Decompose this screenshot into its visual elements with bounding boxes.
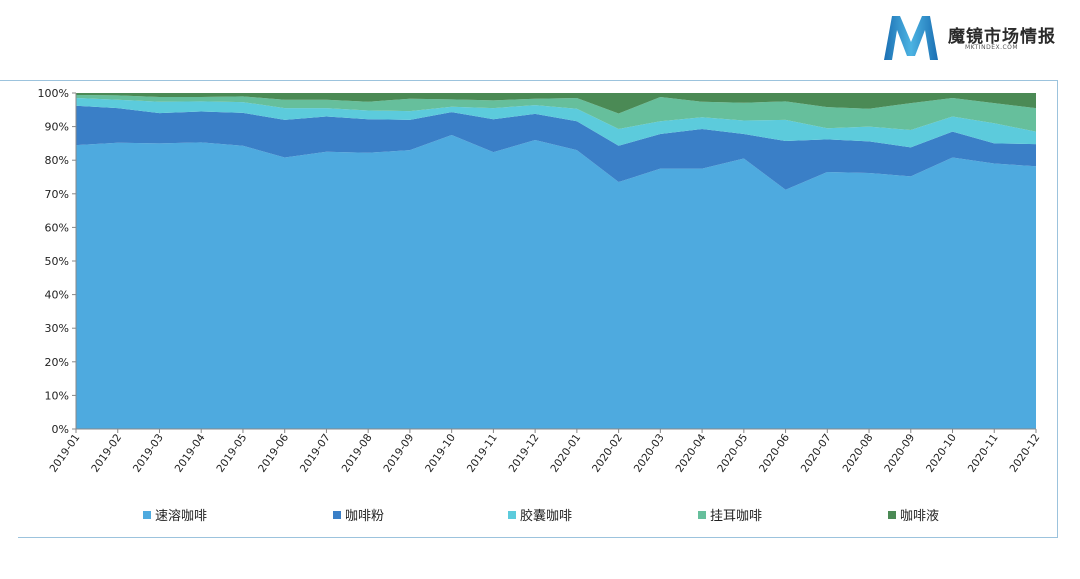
legend-item: 挂耳咖啡 bbox=[698, 505, 762, 524]
legend-swatch bbox=[698, 510, 706, 519]
x-tick-label: 2020-02 bbox=[590, 432, 625, 475]
y-tick-label: 30% bbox=[45, 322, 69, 335]
y-tick-label: 90% bbox=[45, 121, 69, 134]
x-axis-ticks: 2019-01 2019-02 2019-03 2019-04 2019-05 2019-… bbox=[47, 429, 1042, 475]
x-tick-label: 2020-09 bbox=[882, 432, 917, 475]
x-tick-label: 2019-08 bbox=[340, 432, 375, 475]
legend-label: 挂耳咖啡 bbox=[710, 509, 763, 524]
area-series-1 bbox=[76, 105, 1036, 190]
area-series-3 bbox=[76, 95, 1036, 132]
x-tick-label: 2019-05 bbox=[214, 432, 249, 475]
x-tick-label: 2020-10 bbox=[924, 432, 959, 475]
legend-swatch bbox=[508, 510, 516, 519]
x-tick-label: 2019-12 bbox=[507, 432, 542, 475]
x-tick-label: 2019-03 bbox=[131, 432, 166, 475]
legend-item: 速溶咖啡 bbox=[143, 505, 207, 524]
legend-label: 咖啡液 bbox=[900, 509, 940, 524]
legend-item: 胶囊咖啡 bbox=[508, 505, 572, 524]
x-tick-label: 2020-07 bbox=[799, 432, 834, 475]
brand-subtitle: MKTINDEX.COM bbox=[965, 44, 1019, 51]
x-tick-label: 2019-06 bbox=[256, 432, 291, 475]
y-tick-label: 0% bbox=[52, 423, 69, 436]
stacked-area-chart: 0% 10% 20% 30% 40% 50% 60% 70% 80% 90% 100% 2019-0… bbox=[38, 87, 1043, 475]
y-tick-label: 20% bbox=[45, 356, 69, 369]
x-tick-label: 2020-08 bbox=[841, 432, 876, 475]
x-tick-label: 2020-11 bbox=[966, 432, 1001, 475]
x-tick-label: 2020-01 bbox=[548, 432, 583, 475]
chart-legend: 速溶咖啡 咖啡粉 胶囊咖啡 挂耳咖啡 咖啡液 bbox=[0, 505, 1080, 525]
x-tick-label: 2020-12 bbox=[1007, 432, 1042, 475]
x-tick-label: 2020-05 bbox=[715, 432, 750, 475]
brand-header: 魔镜市场情报 MKTINDEX.COM bbox=[880, 12, 1070, 64]
y-tick-label: 50% bbox=[45, 255, 69, 268]
legend-label: 咖啡粉 bbox=[345, 509, 385, 524]
x-tick-label: 2020-03 bbox=[632, 432, 667, 475]
x-tick-label: 2019-11 bbox=[465, 432, 500, 475]
x-tick-label: 2019-04 bbox=[173, 432, 208, 475]
x-tick-label: 2019-07 bbox=[298, 432, 333, 475]
area-series-2 bbox=[76, 98, 1036, 148]
legend-label: 胶囊咖啡 bbox=[520, 509, 573, 524]
brand-name: 魔镜市场情报 bbox=[948, 27, 1056, 47]
area-series-4 bbox=[76, 93, 1036, 114]
brand-logo-icon bbox=[884, 16, 938, 60]
x-tick-label: 2019-09 bbox=[381, 432, 416, 475]
y-tick-label: 70% bbox=[45, 188, 69, 201]
area-series-0 bbox=[76, 135, 1036, 429]
chart-panel bbox=[18, 80, 1058, 538]
legend-swatch bbox=[143, 510, 151, 519]
x-tick-label: 2020-06 bbox=[757, 432, 792, 475]
y-tick-label: 40% bbox=[45, 289, 69, 302]
x-tick-label: 2020-04 bbox=[674, 432, 709, 475]
y-tick-label: 100% bbox=[38, 87, 69, 100]
legend-swatch bbox=[888, 510, 896, 519]
legend-swatch bbox=[333, 510, 341, 519]
y-tick-label: 60% bbox=[45, 221, 69, 234]
y-tick-label: 80% bbox=[45, 154, 69, 167]
chart-areas bbox=[76, 93, 1036, 429]
legend-item: 咖啡液 bbox=[888, 505, 939, 524]
x-tick-label: 2019-02 bbox=[89, 432, 124, 475]
legend-label: 速溶咖啡 bbox=[155, 509, 208, 524]
x-tick-label: 2019-01 bbox=[47, 432, 82, 475]
y-axis-ticks: 0% 10% 20% 30% 40% 50% 60% 70% 80% 90% 100% bbox=[38, 87, 76, 436]
legend-item: 咖啡粉 bbox=[333, 505, 384, 524]
y-tick-label: 10% bbox=[45, 389, 69, 402]
panel-top-left-line bbox=[0, 80, 18, 81]
x-tick-label: 2019-10 bbox=[423, 432, 458, 475]
